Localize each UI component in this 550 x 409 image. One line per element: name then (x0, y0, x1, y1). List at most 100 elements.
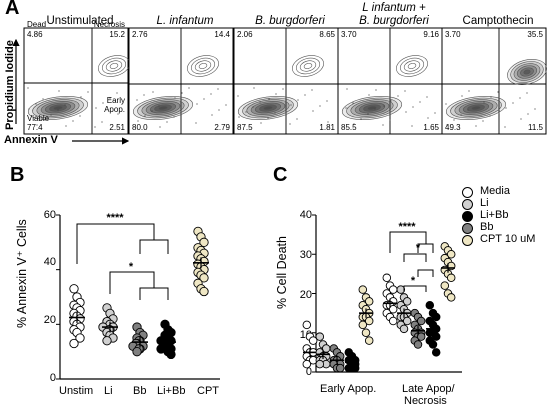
data-point (138, 341, 148, 351)
data-point (431, 332, 441, 341)
event-dot (136, 99, 138, 101)
event-dot (453, 119, 455, 121)
data-point (72, 292, 82, 302)
data-point (105, 325, 115, 335)
event-dot (353, 123, 355, 125)
data-point (193, 251, 203, 261)
data-point (69, 325, 79, 335)
contour-line (520, 67, 534, 77)
event-dot (64, 104, 66, 106)
data-point (446, 273, 456, 283)
data-point (105, 330, 115, 340)
data-point (443, 246, 453, 255)
data-point (159, 341, 169, 351)
data-point (321, 359, 331, 369)
quadrant-value-ll: 80.0 (132, 123, 148, 132)
data-point (440, 242, 450, 251)
data-point (135, 344, 145, 354)
data-point (396, 301, 406, 310)
legend-label: CPT 10 uM (480, 233, 536, 245)
data-point (413, 340, 423, 349)
plot-title-unstimulated: Unstimulated (46, 15, 114, 27)
event-dot (174, 97, 176, 99)
legend-label: Bb (480, 221, 494, 233)
significance-bracket (139, 287, 169, 300)
data-point (315, 332, 325, 341)
event-dot (42, 98, 44, 100)
quadrant-value-ul: 2.06 (237, 30, 253, 39)
event-dot (159, 126, 161, 128)
contour-line (407, 63, 417, 69)
event-dot (267, 117, 269, 119)
event-dot (326, 100, 328, 102)
contour-line (396, 55, 428, 77)
flow-plot (441, 27, 547, 135)
data-point (347, 363, 357, 373)
event-dot (117, 113, 119, 115)
quadrant-name-viable: Viable (27, 114, 50, 123)
quadrant-value-lr: 2.51 (109, 123, 125, 132)
contour-line (109, 63, 119, 69)
event-dot (143, 94, 145, 96)
data-point (75, 322, 85, 332)
data-point (364, 316, 374, 326)
contour-line (49, 104, 67, 112)
data-point (318, 340, 328, 349)
data-point (416, 332, 426, 341)
event-dot (137, 120, 139, 122)
event-dot (526, 92, 528, 94)
data-point (396, 320, 406, 330)
data-point (75, 314, 85, 324)
event-dot (57, 109, 59, 111)
data-point (305, 348, 315, 357)
event-dot (519, 97, 521, 99)
event-dot (35, 103, 37, 105)
data-point (162, 338, 172, 349)
data-point (321, 344, 331, 353)
event-dot (490, 96, 492, 98)
significance-label: * (129, 261, 134, 273)
data-point (196, 245, 206, 256)
panel-b-ytick: 40 (43, 256, 56, 268)
data-point (350, 355, 360, 365)
significance-label: * (416, 242, 421, 254)
data-point (364, 336, 374, 345)
panel-b-ytick: 0 (49, 372, 56, 384)
contour-line (187, 55, 219, 77)
data-point (69, 284, 79, 294)
contour-line (190, 57, 216, 75)
event-dot (196, 103, 198, 105)
data-point (416, 316, 426, 326)
event-dot (319, 105, 321, 107)
data-point (358, 312, 368, 322)
data-point (443, 269, 453, 279)
data-point (102, 316, 112, 327)
panel-b-xtick-li: Li (104, 385, 113, 397)
data-point (193, 278, 203, 288)
data-point (382, 308, 392, 318)
plot-title-l-infantum: L. infantum (156, 15, 214, 27)
event-dot (404, 90, 406, 92)
data-point (382, 301, 392, 310)
event-dot (434, 112, 436, 114)
data-point (108, 333, 118, 343)
event-dot (203, 98, 205, 100)
data-point (425, 301, 435, 310)
data-point (428, 340, 438, 349)
data-point (344, 363, 354, 373)
data-point (132, 347, 142, 357)
panel-letter-b: B (10, 164, 25, 186)
data-point (132, 322, 142, 332)
data-point (315, 359, 325, 369)
data-point (416, 328, 426, 338)
quadrant-value-ul: 3.70 (445, 30, 461, 39)
event-dot (467, 109, 469, 111)
data-point (443, 289, 453, 298)
data-point (135, 327, 145, 338)
event-dot (446, 124, 448, 126)
data-point (385, 301, 395, 310)
contour-line (198, 63, 208, 69)
event-dot (58, 90, 60, 92)
event-dot (427, 117, 429, 119)
event-dot (152, 91, 154, 93)
